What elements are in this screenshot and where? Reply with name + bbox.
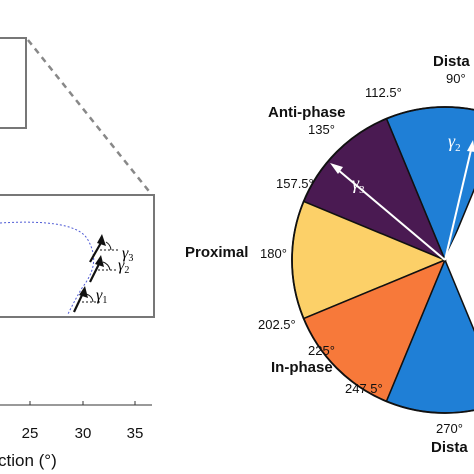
trajectory-curve	[0, 221, 95, 315]
gamma3-marker: γ3	[89, 234, 133, 264]
zoom-source-box	[0, 37, 27, 129]
region-label-in-phase: In-phase	[271, 359, 333, 376]
gamma3-vector: γ3	[330, 163, 446, 261]
region-label-anti-phase: Anti-phase	[268, 104, 346, 121]
angle-label-135: 135°	[308, 122, 335, 137]
left-panel: γ3 γ2 γ1 25 30 35 ction (°)	[0, 37, 155, 470]
gamma3-label: γ3	[122, 245, 133, 264]
angle-label-157-5: 157.5°	[276, 176, 314, 191]
gamma2-vector: γ2	[444, 131, 474, 261]
gamma2-label: γ2	[118, 257, 129, 276]
angle-label-202-5: 202.5°	[258, 317, 296, 332]
region-label-distal-top: Dista	[433, 53, 470, 70]
angle-label-112-5: 112.5°	[365, 85, 402, 100]
third-vector-partial	[444, 199, 474, 261]
gamma2-marker: γ2	[89, 255, 129, 283]
gamma3-vector-label: γ3	[352, 173, 365, 196]
angle-label-180: 180°	[260, 246, 287, 261]
x-tick-label-30: 30	[75, 425, 92, 442]
angle-label-90: 90°	[446, 71, 466, 86]
gamma1-marker: γ1	[73, 286, 107, 313]
gamma1-label: γ1	[96, 287, 107, 306]
angle-label-225: 225°	[308, 343, 335, 358]
x-axis-label: ction (°)	[0, 451, 57, 470]
region-label-distal-bottom: Dista	[431, 439, 468, 456]
region-label-proximal: Proximal	[185, 244, 248, 261]
x-tick-label-35: 35	[127, 425, 144, 442]
zoom-inset-box	[0, 194, 155, 318]
zoom-connector-top	[27, 39, 153, 196]
gamma2-vector-label: γ2	[448, 131, 461, 154]
wheel-outline	[291, 106, 474, 414]
coordination-wheel: γ3 γ2 90° 112.5° 135° 157.5° 180° 202.5°…	[185, 53, 474, 456]
x-tick-label-25: 25	[22, 425, 39, 442]
angle-label-270: 270°	[436, 421, 463, 436]
angle-label-247-5: 247.5°	[345, 381, 383, 396]
